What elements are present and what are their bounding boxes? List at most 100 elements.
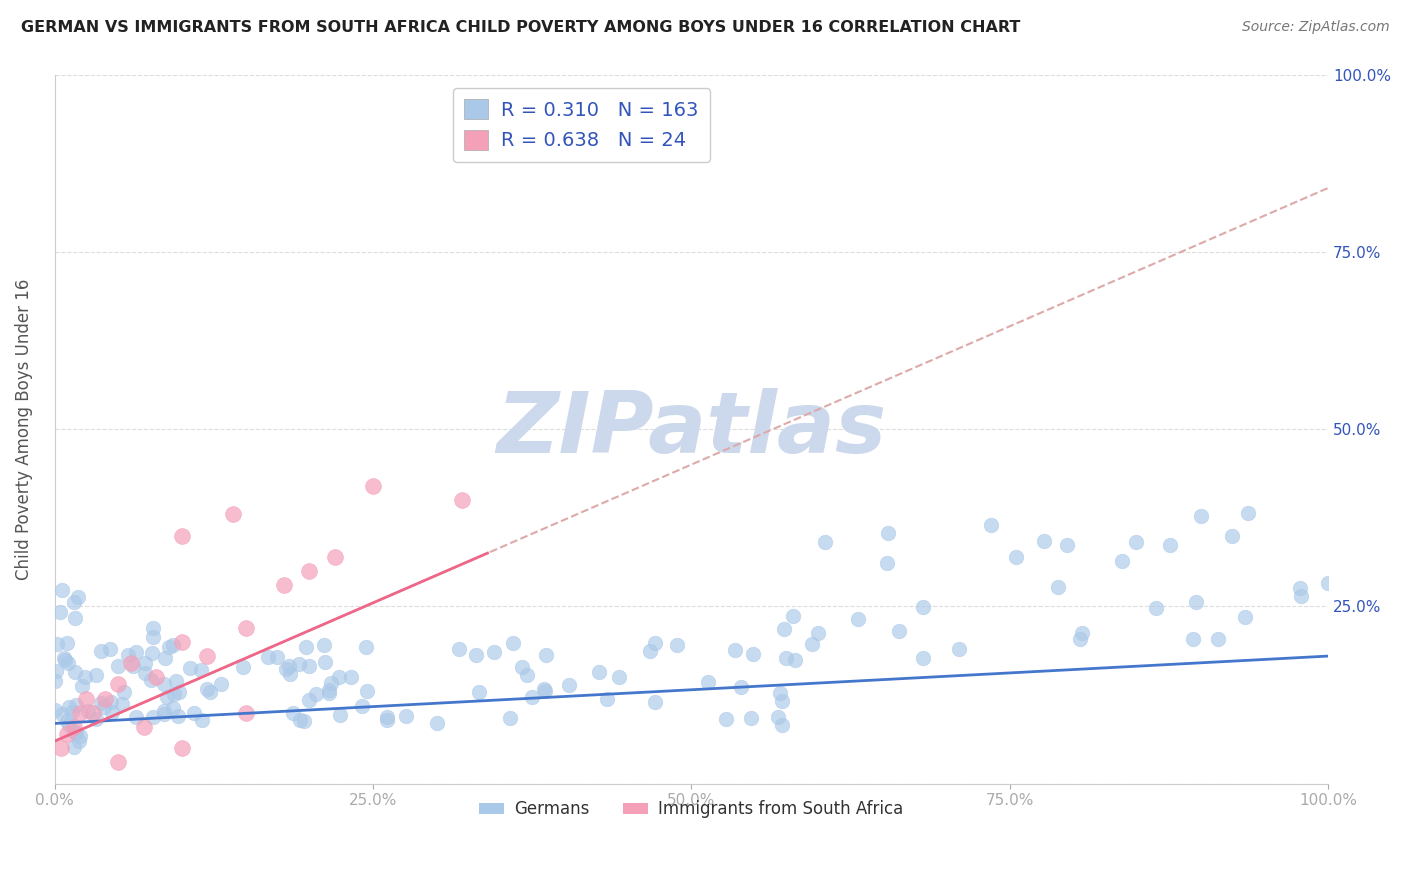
Point xyxy=(281,706,304,721)
Point xyxy=(533,684,555,698)
Point xyxy=(520,690,543,704)
Point xyxy=(134,665,156,680)
Point xyxy=(724,642,747,657)
Point xyxy=(558,678,581,692)
Point xyxy=(62,720,84,734)
Point xyxy=(142,631,165,645)
Point xyxy=(62,595,84,609)
Point xyxy=(132,720,155,734)
Point xyxy=(1111,554,1133,568)
Point xyxy=(200,685,222,699)
Point xyxy=(49,605,72,619)
Point xyxy=(1056,538,1078,552)
Point xyxy=(67,590,90,604)
Point xyxy=(468,685,491,699)
Point xyxy=(153,706,176,721)
Point xyxy=(75,691,97,706)
Point xyxy=(638,644,661,658)
Point xyxy=(70,679,93,693)
Point xyxy=(139,673,162,687)
Point xyxy=(60,705,83,719)
Point xyxy=(107,756,129,770)
Point xyxy=(298,564,321,578)
Point xyxy=(465,648,488,662)
Point xyxy=(235,706,257,720)
Point xyxy=(769,686,792,700)
Point xyxy=(162,701,184,715)
Point xyxy=(318,682,340,697)
Point xyxy=(45,664,67,678)
Point xyxy=(124,645,146,659)
Point xyxy=(191,713,214,727)
Point xyxy=(588,665,610,680)
Point xyxy=(44,674,66,689)
Point xyxy=(278,666,301,681)
Point xyxy=(770,718,793,732)
Point xyxy=(169,685,191,699)
Point xyxy=(1316,575,1339,590)
Point xyxy=(155,651,177,665)
Point xyxy=(209,677,232,691)
Point xyxy=(51,706,73,721)
Point xyxy=(354,640,377,654)
Point xyxy=(1125,535,1147,549)
Point xyxy=(350,699,373,714)
Point xyxy=(775,651,797,665)
Point xyxy=(782,609,804,624)
Legend: Germans, Immigrants from South Africa: Germans, Immigrants from South Africa xyxy=(472,794,910,825)
Point xyxy=(314,655,336,669)
Point xyxy=(1069,632,1091,646)
Point xyxy=(318,686,340,700)
Point xyxy=(44,703,66,717)
Point xyxy=(502,636,524,650)
Point xyxy=(98,641,121,656)
Point xyxy=(94,691,117,706)
Point xyxy=(742,647,765,661)
Point xyxy=(232,660,254,674)
Point xyxy=(426,716,449,731)
Point xyxy=(666,638,689,652)
Point xyxy=(45,637,67,651)
Point xyxy=(125,709,148,723)
Point xyxy=(257,650,280,665)
Point xyxy=(377,710,399,724)
Point xyxy=(107,677,129,691)
Point xyxy=(595,691,617,706)
Point xyxy=(607,670,630,684)
Point xyxy=(90,643,112,657)
Point xyxy=(1184,595,1206,609)
Point xyxy=(157,640,180,654)
Point xyxy=(153,704,176,718)
Point xyxy=(499,711,522,725)
Point xyxy=(770,694,793,708)
Point xyxy=(190,663,212,677)
Point xyxy=(58,718,80,732)
Point xyxy=(63,725,86,739)
Point xyxy=(807,626,830,640)
Point xyxy=(56,727,79,741)
Y-axis label: Child Poverty Among Boys Under 16: Child Poverty Among Boys Under 16 xyxy=(15,278,32,580)
Point xyxy=(195,681,218,696)
Point xyxy=(1144,601,1167,615)
Point xyxy=(516,667,538,681)
Point xyxy=(235,621,257,635)
Point xyxy=(67,734,90,748)
Point xyxy=(1291,589,1313,603)
Point xyxy=(73,670,96,684)
Point xyxy=(876,556,898,570)
Point xyxy=(56,636,79,650)
Point xyxy=(166,709,188,723)
Point xyxy=(783,653,806,667)
Point xyxy=(1159,538,1181,552)
Point xyxy=(644,695,666,709)
Point xyxy=(77,704,100,718)
Point xyxy=(112,685,135,699)
Point xyxy=(876,526,898,541)
Point xyxy=(93,700,115,714)
Point xyxy=(179,660,201,674)
Point xyxy=(1070,625,1092,640)
Point xyxy=(948,641,970,656)
Point xyxy=(730,680,752,694)
Point xyxy=(51,583,73,598)
Point xyxy=(740,711,762,725)
